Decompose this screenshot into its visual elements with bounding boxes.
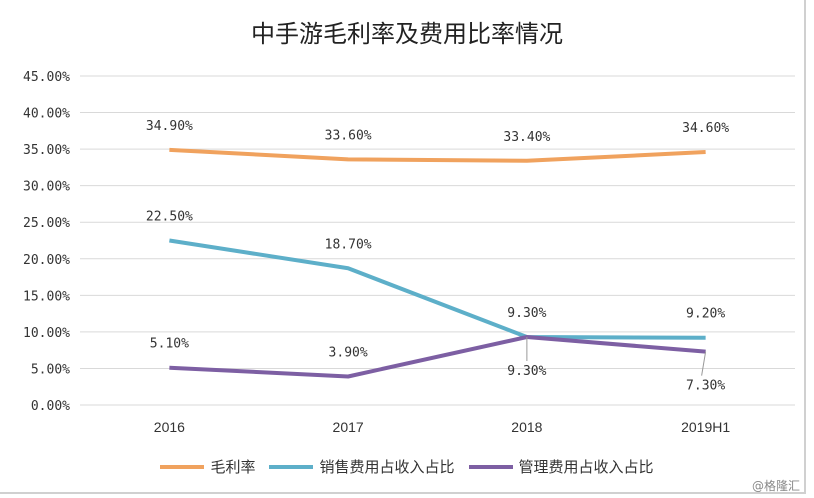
data-label: 9.30% [507, 306, 546, 321]
legend-swatch [269, 464, 314, 469]
data-label: 9.20% [686, 307, 725, 322]
data-label: 9.30% [507, 364, 546, 379]
data-label: 5.10% [150, 337, 189, 352]
leader-line [701, 351, 707, 376]
y-tick-label: 25.00% [23, 216, 70, 231]
x-tick-label: 2019H1 [681, 419, 730, 435]
y-tick-label: 20.00% [23, 253, 70, 268]
legend-label: 销售费用占收入占比 [319, 458, 455, 476]
legend-label: 管理费用占收入占比 [518, 458, 654, 476]
y-tick-label: 40.00% [23, 107, 70, 122]
legend-item-admin-expense: 管理费用占收入占比 [468, 456, 654, 477]
series-line-2 [169, 335, 706, 379]
data-label: 3.90% [329, 345, 368, 360]
chart-title: 中手游毛利率及费用比率情况 [251, 20, 563, 48]
legend-swatch [160, 464, 205, 469]
y-tick-label: 10.00% [23, 326, 70, 341]
legend-item-gross-margin: 毛利率 [160, 456, 255, 477]
data-label: 34.90% [146, 119, 193, 134]
data-label: 33.40% [503, 130, 550, 145]
series-line-0 [169, 147, 706, 163]
watermark: @格隆汇 [751, 479, 800, 493]
y-tick-label: 30.00% [23, 180, 70, 195]
data-label: 7.30% [686, 379, 725, 394]
y-tick-label: 5.00% [31, 362, 70, 377]
data-label: 34.60% [682, 121, 729, 136]
data-label: 33.60% [325, 128, 372, 143]
x-tick-label: 2018 [511, 419, 542, 435]
series-line-1 [169, 238, 706, 340]
y-tick-label: 45.00% [23, 70, 70, 85]
y-tick-label: 35.00% [23, 143, 70, 158]
legend-swatch [468, 464, 513, 469]
legend-label: 毛利率 [210, 458, 256, 476]
x-tick-label: 2017 [333, 419, 364, 435]
data-label: 22.50% [146, 210, 193, 225]
legend-item-sales-expense: 销售费用占收入占比 [269, 456, 455, 477]
x-tick-label: 2016 [154, 419, 185, 435]
y-tick-label: 15.00% [23, 289, 70, 304]
data-label: 18.70% [325, 237, 372, 252]
y-tick-label: 0.00% [31, 399, 70, 414]
legend: 毛利率 销售费用占收入占比 管理费用占收入占比 [0, 456, 814, 477]
